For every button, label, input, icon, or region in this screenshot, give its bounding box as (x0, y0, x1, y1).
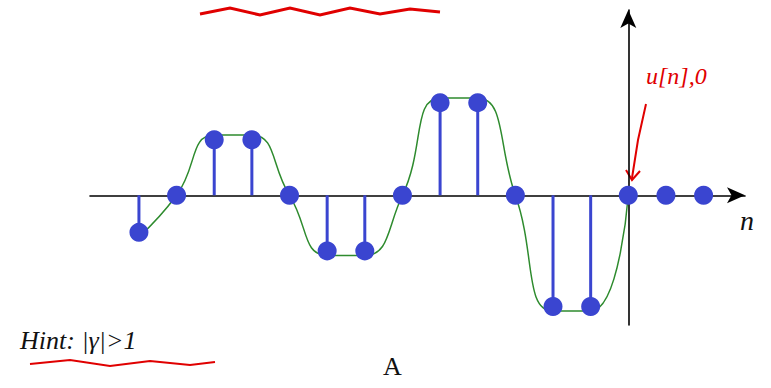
svg-text:n: n (740, 205, 754, 236)
svg-text:A: A (383, 352, 402, 381)
svg-text:u[n],0: u[n],0 (646, 63, 707, 89)
svg-text:Hint: |γ|>1: Hint: |γ|>1 (19, 326, 136, 355)
